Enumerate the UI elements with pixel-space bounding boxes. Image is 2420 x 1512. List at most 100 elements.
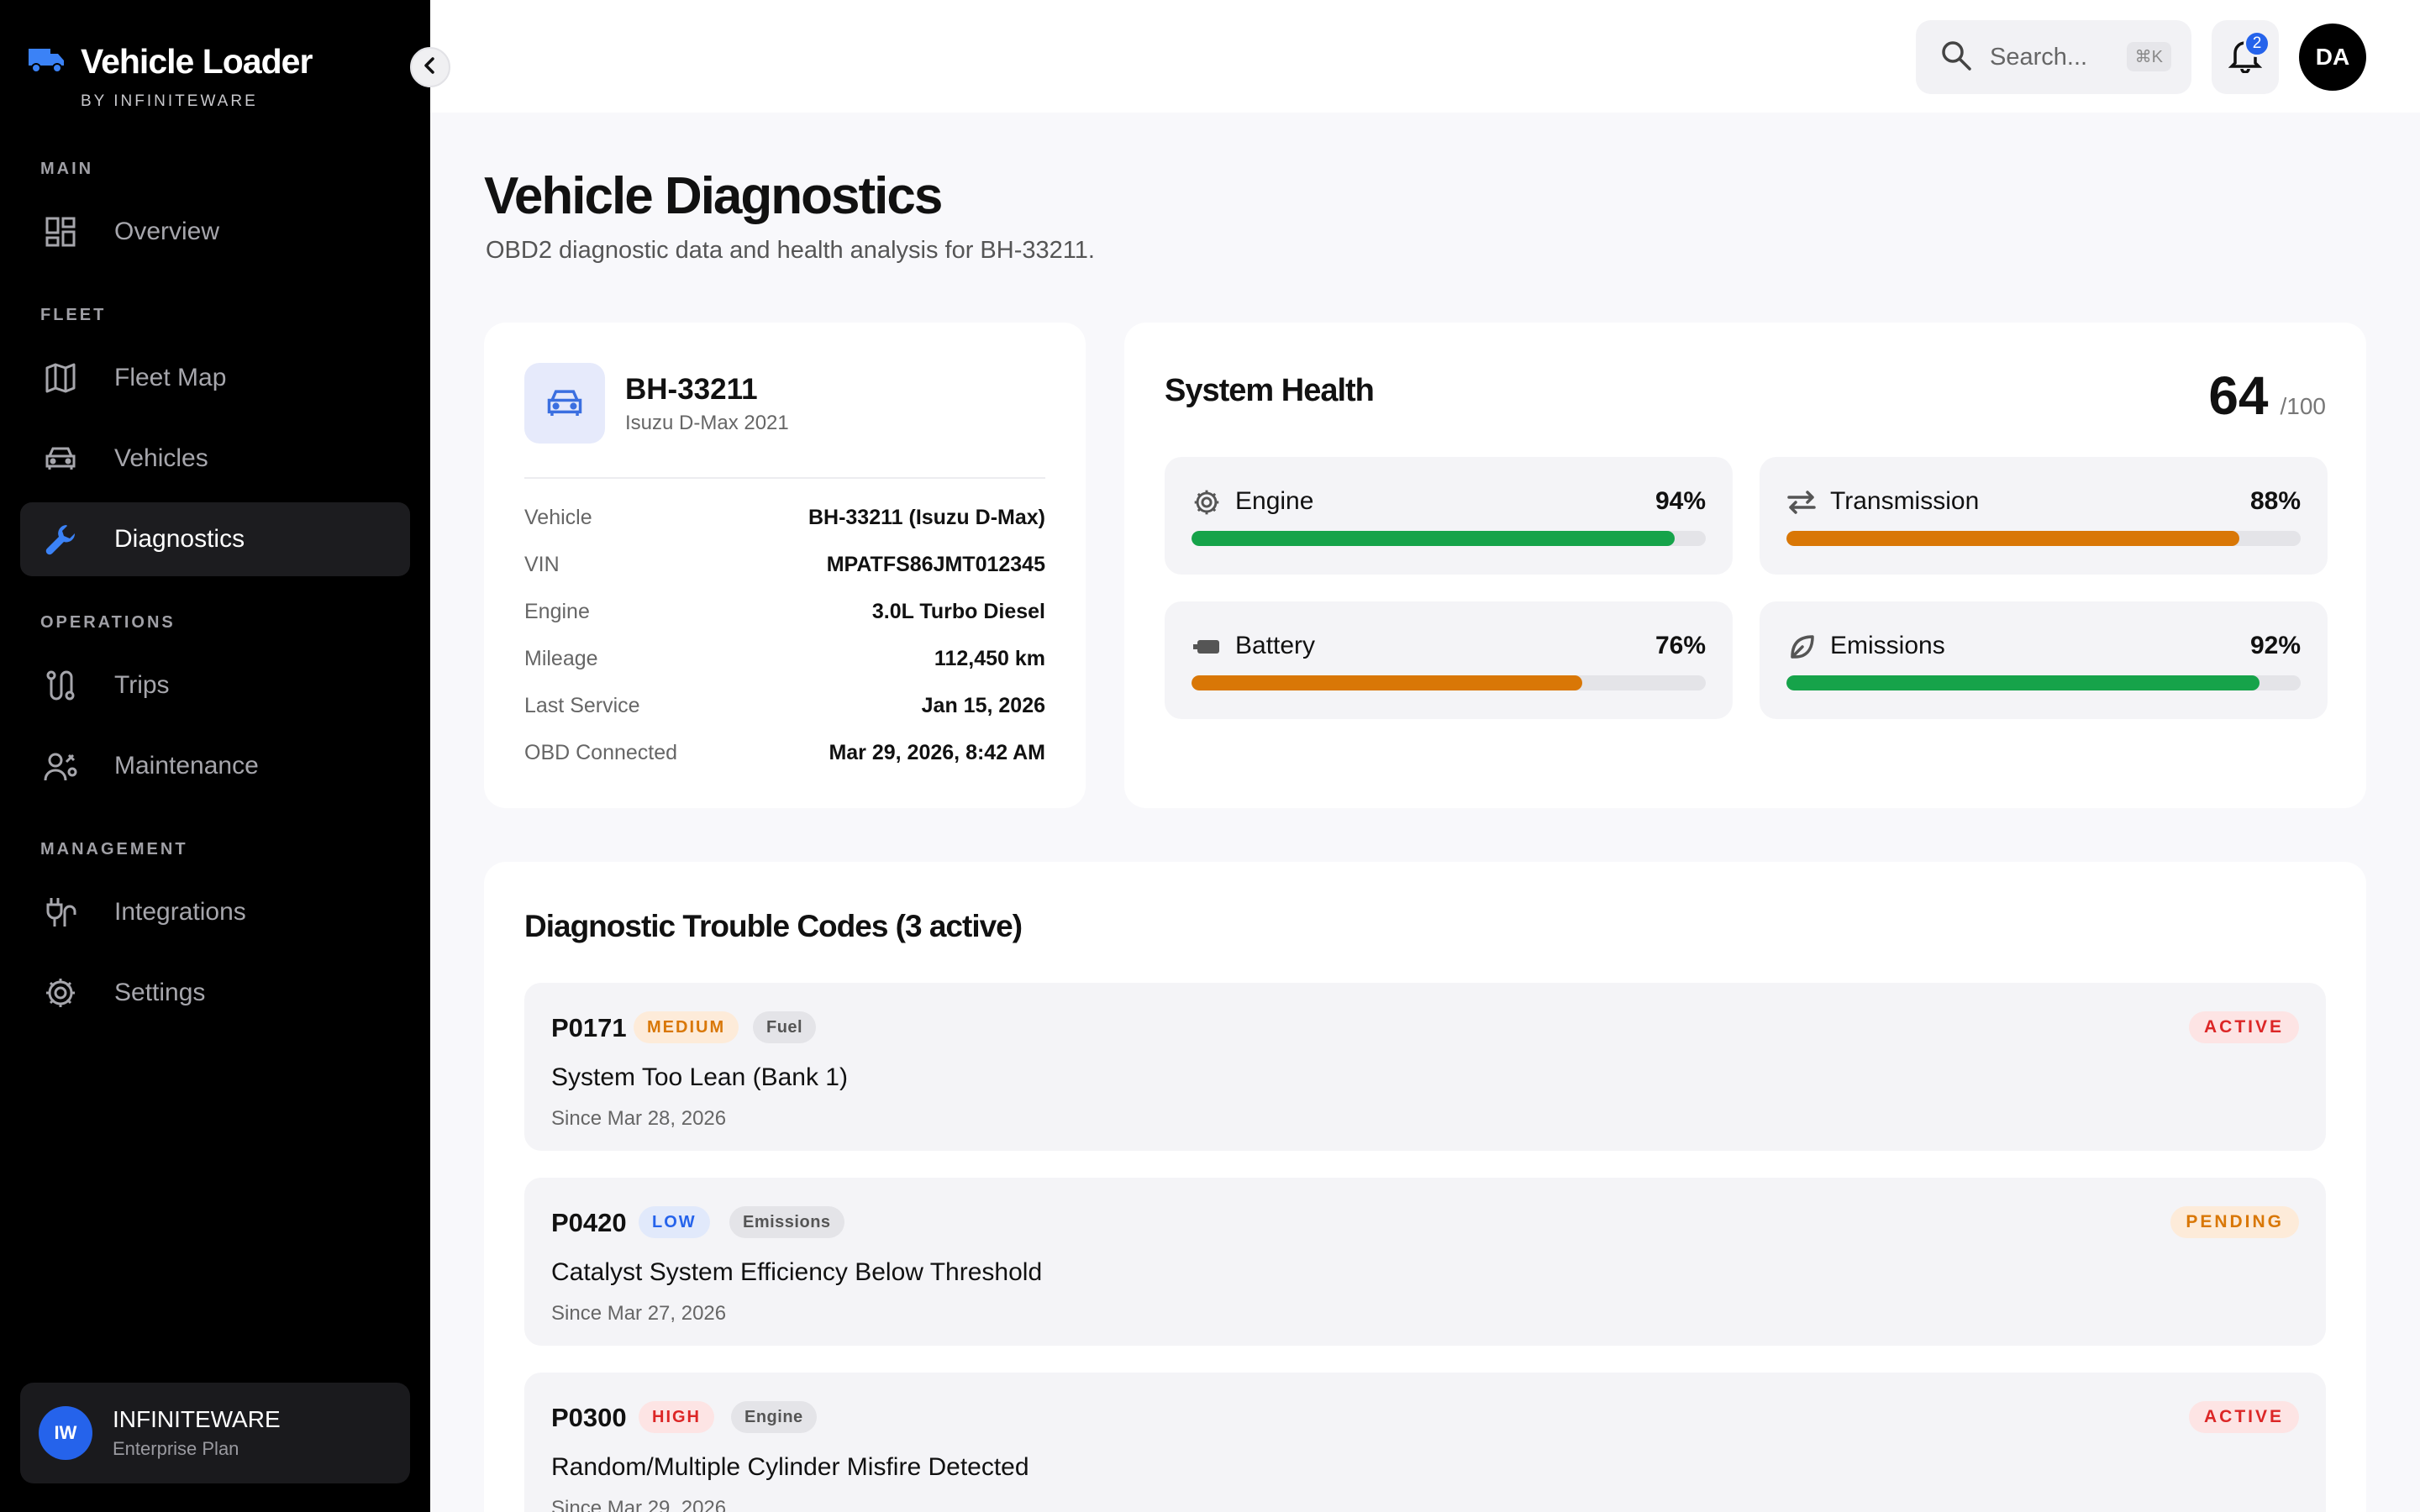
battery-icon xyxy=(1190,630,1223,664)
notifications-button[interactable]: 2 xyxy=(2212,20,2279,94)
system-health-title: System Health xyxy=(1165,373,1375,408)
sidebar-item-label: Diagnostics xyxy=(114,525,245,553)
metric-label: Engine xyxy=(1235,487,1314,515)
severity-badge: MEDIUM xyxy=(634,1011,739,1043)
dtc-code: P0420 xyxy=(551,1208,627,1237)
spec-value: MPATFS86JMT012345 xyxy=(826,553,1045,576)
divider xyxy=(524,477,1045,479)
page-title: Vehicle Diagnostics xyxy=(484,167,943,225)
dtc-description: System Too Lean (Bank 1) xyxy=(551,1063,848,1091)
section-label-main: MAIN xyxy=(40,160,94,178)
category-badge: Emissions xyxy=(729,1206,844,1238)
section-label-operations: OPERATIONS xyxy=(40,613,176,632)
progress-track xyxy=(1192,531,1706,546)
topbar: Search... ⌘K 2 DA xyxy=(430,0,2420,113)
progress-fill xyxy=(1192,675,1583,690)
trouble-code-item[interactable]: P0300 HIGH Engine Random/Multiple Cylind… xyxy=(524,1373,2326,1512)
dtc-code: P0171 xyxy=(551,1013,627,1042)
metric-label: Transmission xyxy=(1830,487,1980,515)
sidebar-item-label: Trips xyxy=(114,671,170,699)
sidebar-item-diagnostics[interactable]: Diagnostics xyxy=(20,502,410,576)
system-health-card: System Health 64 /100 Engine 94% Transmi… xyxy=(1124,323,2366,808)
plug-icon xyxy=(42,894,79,931)
brand-subtitle: BY INFINITEWARE xyxy=(81,92,258,110)
route-icon xyxy=(42,667,79,704)
progress-track xyxy=(1192,675,1706,690)
trouble-codes-title: Diagnostic Trouble Codes (3 active) xyxy=(524,909,1023,943)
account-plan: Enterprise Plan xyxy=(113,1438,239,1459)
car-icon xyxy=(524,363,605,444)
sidebar-item-integrations[interactable]: Integrations xyxy=(20,875,410,949)
search-icon xyxy=(1939,39,1973,76)
metric-engine: Engine 94% xyxy=(1165,457,1733,575)
page-subtitle: OBD2 diagnostic data and health analysis… xyxy=(486,237,1095,264)
progress-track xyxy=(1786,675,2301,690)
vehicle-info-card: BH-33211 Isuzu D-Max 2021 Vehicle BH-332… xyxy=(484,323,1086,808)
user-avatar[interactable]: DA xyxy=(2299,24,2366,91)
spec-row-vin: VIN MPATFS86JMT012345 xyxy=(524,553,1045,577)
gear-icon xyxy=(1190,486,1223,519)
sidebar-item-overview[interactable]: Overview xyxy=(20,195,410,269)
progress-fill xyxy=(1786,531,2239,546)
trouble-code-item[interactable]: P0420 LOW Emissions Catalyst System Effi… xyxy=(524,1178,2326,1346)
gear-icon xyxy=(42,974,79,1011)
spec-value: 3.0L Turbo Diesel xyxy=(871,600,1045,623)
dtc-since: Since Mar 27, 2026 xyxy=(551,1302,727,1325)
spec-row-vehicle: Vehicle BH-33211 (Isuzu D-Max) xyxy=(524,506,1045,530)
search-input[interactable]: Search... ⌘K xyxy=(1916,20,2191,94)
section-label-fleet: FLEET xyxy=(40,306,107,324)
chevron-left-icon xyxy=(421,56,439,79)
health-score-value: 64 xyxy=(2208,365,2269,426)
brand-title: Vehicle Loader xyxy=(81,42,313,81)
spec-label: VIN xyxy=(524,553,560,576)
health-score-max: /100 xyxy=(2280,393,2327,419)
sidebar-item-fleet-map[interactable]: Fleet Map xyxy=(20,341,410,415)
metric-label: Battery xyxy=(1235,632,1316,659)
category-badge: Engine xyxy=(731,1401,817,1433)
account-avatar: IW xyxy=(39,1406,92,1460)
swap-icon xyxy=(1785,486,1818,519)
dtc-description: Catalyst System Efficiency Below Thresho… xyxy=(551,1258,1043,1286)
spec-value: 112,450 km xyxy=(934,647,1045,670)
sidebar-item-label: Settings xyxy=(114,979,206,1006)
wrench-icon xyxy=(42,521,79,558)
trouble-code-item[interactable]: P0171 MEDIUM Fuel System Too Lean (Bank … xyxy=(524,983,2326,1151)
metric-battery: Battery 76% xyxy=(1165,601,1733,719)
spec-value: BH-33211 (Isuzu D-Max) xyxy=(808,506,1045,529)
brand[interactable]: Vehicle Loader xyxy=(27,42,313,81)
dtc-code: P0300 xyxy=(551,1403,627,1432)
sidebar: Vehicle Loader BY INFINITEWARE MAIN Over… xyxy=(0,0,430,1512)
sidebar-item-settings[interactable]: Settings xyxy=(20,956,410,1030)
sidebar-item-label: Maintenance xyxy=(114,752,259,780)
status-badge: ACTIVE xyxy=(2188,1401,2299,1433)
sidebar-item-trips[interactable]: Trips xyxy=(20,648,410,722)
dtc-since: Since Mar 28, 2026 xyxy=(551,1107,727,1130)
dashboard-icon xyxy=(42,213,79,250)
health-score: 64 /100 xyxy=(2208,365,2326,427)
metric-value: 88% xyxy=(2249,487,2301,515)
progress-fill xyxy=(1786,675,2260,690)
dtc-description: Random/Multiple Cylinder Misfire Detecte… xyxy=(551,1453,1029,1481)
spec-value: Mar 29, 2026, 8:42 AM xyxy=(829,741,1045,764)
collapse-sidebar-button[interactable] xyxy=(410,47,450,87)
spec-value: Jan 15, 2026 xyxy=(921,694,1045,717)
sidebar-item-vehicles[interactable]: Vehicles xyxy=(20,422,410,496)
spec-row-mileage: Mileage 112,450 km xyxy=(524,647,1045,671)
metric-label: Emissions xyxy=(1830,632,1945,659)
search-shortcut: ⌘K xyxy=(2126,42,2171,71)
spec-label: OBD Connected xyxy=(524,741,678,764)
account-switcher[interactable]: IW INFINITEWARE Enterprise Plan xyxy=(20,1383,410,1483)
sidebar-item-label: Vehicles xyxy=(114,444,208,472)
progress-fill xyxy=(1192,531,1676,546)
sidebar-item-maintenance[interactable]: Maintenance xyxy=(20,729,410,803)
metric-transmission: Transmission 88% xyxy=(1760,457,2328,575)
metric-value: 92% xyxy=(2249,632,2301,659)
sidebar-item-label: Overview xyxy=(114,218,220,245)
vehicle-model: Isuzu D-Max 2021 xyxy=(625,412,789,434)
metric-emissions: Emissions 92% xyxy=(1760,601,2328,719)
dtc-since: Since Mar 29, 2026 xyxy=(551,1497,727,1512)
spec-row-obd-connected: OBD Connected Mar 29, 2026, 8:42 AM xyxy=(524,741,1045,765)
spec-label: Vehicle xyxy=(524,506,592,529)
spec-row-engine: Engine 3.0L Turbo Diesel xyxy=(524,600,1045,624)
mechanic-icon xyxy=(42,748,79,785)
